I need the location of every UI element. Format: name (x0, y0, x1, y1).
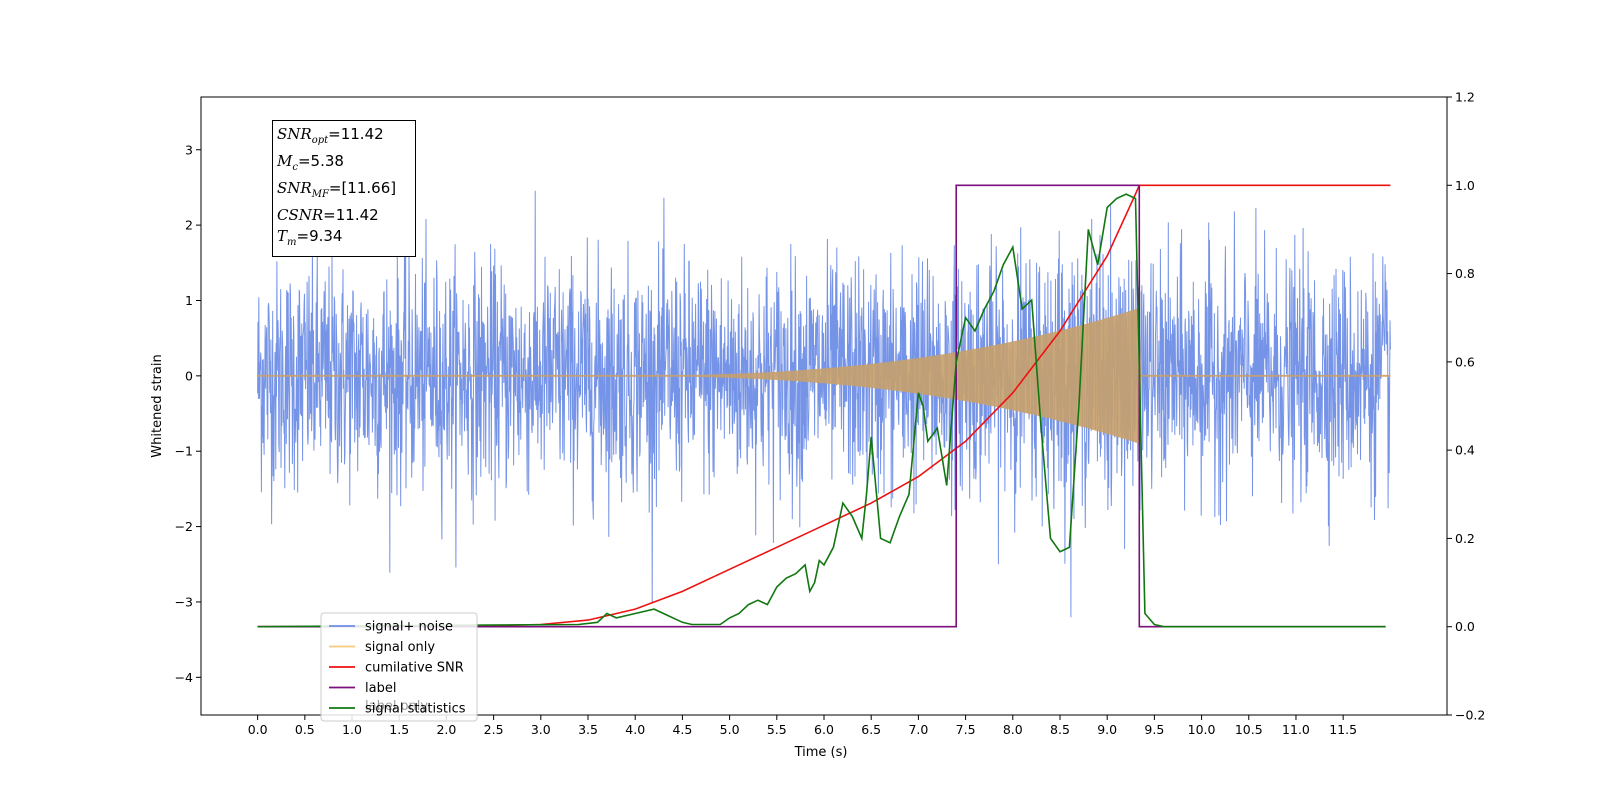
x-tick-label-16: 8.0 (1003, 722, 1023, 737)
snr-opt-row: SNRopt=11.42 (277, 125, 384, 146)
signal-envelope (257, 308, 1391, 444)
legend-label-3: label (365, 681, 396, 696)
legend: signal+ noise signal only cumilative SNR la… (320, 612, 478, 722)
y-tick-label-1: −3 (175, 594, 193, 609)
x-tick-label-2: 1.0 (342, 722, 362, 737)
tm-row: Tm=9.34 (277, 227, 343, 248)
y-tick-label-2: −2 (175, 519, 193, 534)
legend-label-4: label only (365, 699, 428, 714)
x-tick-label-21: 10.5 (1235, 722, 1263, 737)
y-axis-label: Whitened strain (150, 354, 165, 457)
x-tick-label-4: 2.0 (436, 722, 456, 737)
csnr-row: CSNR=11.42 (277, 206, 379, 224)
y2-tick-label-3: 0.4 (1455, 443, 1475, 458)
y-tick-label-7: 3 (185, 142, 193, 157)
mc-row: Mc=5.38 (277, 152, 344, 173)
y2-tick-label-7: 1.2 (1455, 90, 1475, 105)
x-tick-label-15: 7.5 (956, 722, 976, 737)
y-tick-label-3: −1 (175, 444, 193, 459)
y-axis-right: −0.2 0.0 0.2 0.4 0.6 0.8 1.0 1.2 (1447, 90, 1485, 723)
x-tick-label-23: 11.5 (1329, 722, 1357, 737)
x-tick-label-8: 4.0 (625, 722, 645, 737)
series-signal-only (257, 308, 1391, 444)
x-tick-label-20: 10.0 (1188, 722, 1216, 737)
x-tick-label-0: 0.0 (248, 722, 268, 737)
y2-tick-label-6: 1.0 (1455, 178, 1475, 193)
series-cumilative-snr (257, 184, 1391, 628)
y-tick-label-0: −4 (175, 670, 193, 685)
x-tick-label-3: 1.5 (389, 722, 409, 737)
series-signal-statistics (257, 193, 1386, 628)
legend-label-1: signal only (365, 640, 435, 655)
y2-tick-label-5: 0.8 (1455, 266, 1475, 281)
series-signal-plus-noise (257, 190, 1391, 618)
x-tick-label-22: 11.0 (1282, 722, 1310, 737)
x-tick-label-19: 9.5 (1144, 722, 1164, 737)
x-tick-label-14: 7.0 (908, 722, 928, 737)
x-tick-label-10: 5.0 (720, 722, 740, 737)
x-tick-label-12: 6.0 (814, 722, 834, 737)
legend-frame (320, 612, 478, 722)
x-tick-label-18: 9.0 (1097, 722, 1117, 737)
x-tick-label-9: 4.5 (672, 722, 692, 737)
y-tick-label-6: 2 (185, 218, 193, 233)
x-axis-label: Time (s) (794, 745, 848, 760)
x-tick-label-7: 3.5 (578, 722, 598, 737)
y-axis-left: −4 −3 −2 −1 0 1 2 3 (175, 142, 201, 685)
y2-tick-label-4: 0.6 (1455, 354, 1475, 369)
x-tick-label-13: 6.5 (861, 722, 881, 737)
y-tick-label-4: 0 (185, 368, 193, 383)
x-tick-label-17: 8.5 (1050, 722, 1070, 737)
legend-label-5: signal statistics (365, 702, 466, 717)
x-tick-label-11: 5.5 (767, 722, 787, 737)
series-lines (257, 184, 1391, 628)
y2-tick-label-1: 0.0 (1455, 619, 1475, 634)
legend-label-2: cumilative SNR (365, 661, 464, 676)
x-axis: 0.0 0.5 1.0 1.5 2.0 2.5 3.0 3.5 4.0 4.5 5.0 5.5 6.0 6… (248, 715, 1357, 737)
noise-trace (257, 190, 1391, 618)
snr-mf-row: SNRMF=[11.66] (277, 179, 397, 200)
x-tick-label-1: 0.5 (295, 722, 315, 737)
y-tick-label-5: 1 (185, 293, 193, 308)
info-box: SNRopt=11.42 Mc=5.38 SNRMF=[11.66] CSNR=… (272, 120, 416, 257)
x-tick-label-6: 3.0 (531, 722, 551, 737)
x-tick-label-5: 2.5 (484, 722, 504, 737)
y2-tick-label-2: 0.2 (1455, 531, 1475, 546)
legend-label-0: signal+ noise (365, 620, 453, 635)
y2-tick-label-0: −0.2 (1455, 708, 1485, 723)
plot-area (257, 184, 1391, 628)
